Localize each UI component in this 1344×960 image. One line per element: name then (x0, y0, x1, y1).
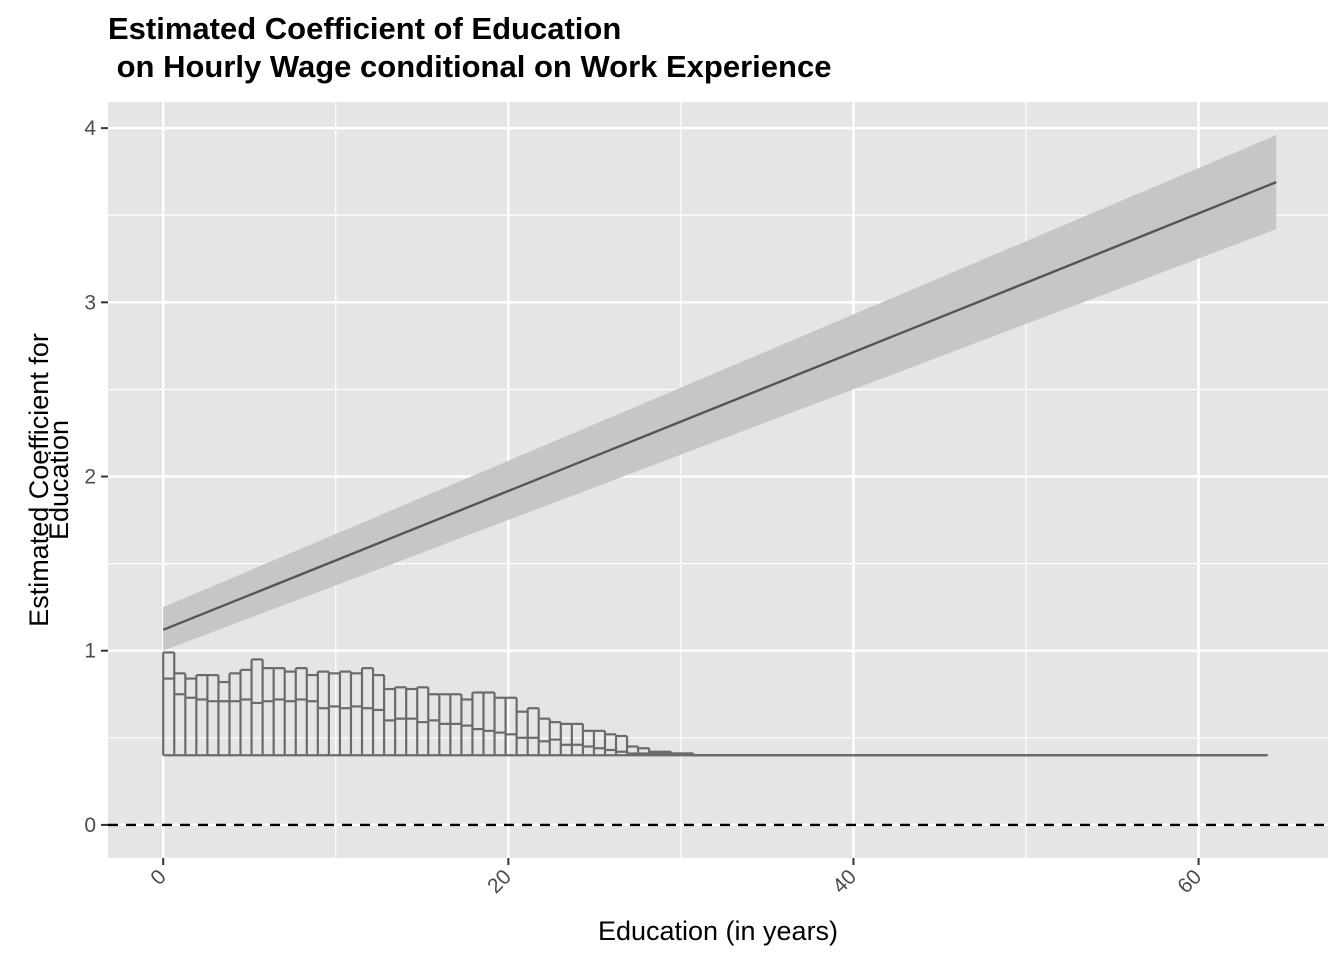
chart-title-line-2: on Hourly Wage conditional on Work Exper… (108, 49, 832, 84)
ci-band-layer (163, 135, 1277, 651)
y-axis-title: Estimated Coefficient for Education (24, 333, 74, 627)
x-tick-label: 0 (146, 865, 171, 890)
y-tick-label: 1 (84, 640, 96, 663)
x-tick-label: 20 (483, 865, 516, 898)
y-axis: 0 1 2 3 4 (84, 117, 108, 837)
y-axis-title-line-2: Education (44, 420, 74, 540)
x-tick-label: 40 (828, 865, 861, 898)
histogram-layer (162, 651, 1268, 757)
x-axis-title: Education (in years) (598, 916, 838, 946)
x-tick-label: 60 (1173, 865, 1206, 898)
y-tick-label: 2 (84, 466, 96, 489)
chart-title-line-1: Estimated Coefficient of Education (108, 11, 622, 46)
x-axis: 0 20 40 60 (146, 858, 1206, 898)
y-tick-label: 4 (84, 117, 96, 140)
y-axis-title-line-1: Estimated Coefficient for (24, 333, 54, 627)
estimate-line-layer (162, 181, 1277, 631)
y-tick-label: 0 (84, 814, 96, 837)
chart-title: Estimated Coefficient of Education on Ho… (108, 10, 831, 86)
y-tick-label: 3 (84, 291, 96, 314)
ci-band (163, 135, 1277, 651)
estimate-line (162, 181, 1277, 631)
